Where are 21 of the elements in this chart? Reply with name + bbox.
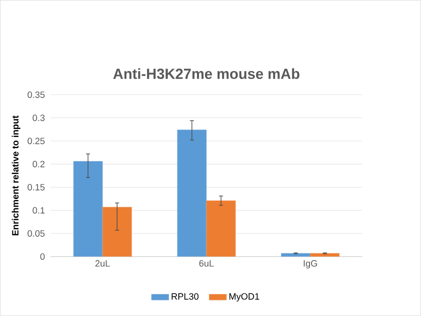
y-tick-label: 0.05 [28,230,45,237]
bar [206,200,236,257]
x-tick-label: 2uL [95,260,110,267]
x-tick-label: IgG [304,260,317,268]
y-tick-label: 0.3 [32,114,45,122]
y-tick-label: 0.1 [32,207,45,214]
y-tick-label: 0 [40,253,45,260]
y-tick-label: 0.15 [28,184,45,191]
y-tick-label: 0.2 [32,160,45,168]
legend-label: RPL30 [172,293,199,300]
legend-label: MyOD1 [229,293,260,302]
bar [73,161,103,257]
y-tick-label: 0.25 [28,138,45,144]
x-tick-label: 6uL [199,260,214,267]
bar [177,130,207,257]
bar [310,253,340,257]
bar [102,206,132,257]
y-axis-title: Enrichment relative to input [12,116,20,236]
y-tick-label: 0.35 [28,92,45,98]
chart-title: Anti-H3K27me mouse mAb [113,68,300,80]
bar [281,253,311,257]
